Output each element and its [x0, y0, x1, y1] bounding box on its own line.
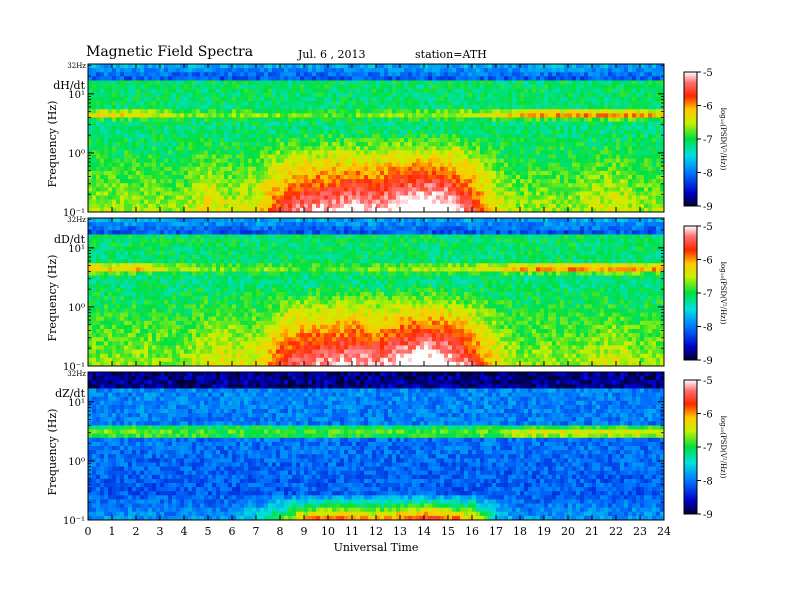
colorbar: -5 -6 -7 -8 -9 log₁₀(PSD(V²/Hz))	[683, 222, 727, 367]
x-tick-label: 6	[229, 525, 236, 538]
x-tick-label: 20	[561, 525, 575, 538]
x-tick-label: 9	[301, 525, 308, 538]
x-tick-label: 19	[537, 525, 551, 538]
x-tick-label: 11	[345, 525, 359, 538]
colorbar: -5 -6 -7 -8 -9 log₁₀(PSD(V²/Hz))	[683, 68, 727, 213]
colorbar-label: log₁₀(PSD(V²/Hz))	[719, 416, 727, 479]
y-tick-label: 10¹	[68, 244, 85, 255]
x-tick-label: 1	[109, 525, 116, 538]
colorbar-tick-label: -8	[703, 169, 713, 180]
x-tick-label: 18	[513, 525, 527, 538]
colorbar-tick-label: -7	[703, 443, 713, 454]
x-tick-label: 2	[133, 525, 140, 538]
x-tick-label: 4	[181, 525, 188, 538]
y-tick-label: 10⁰	[68, 303, 85, 314]
x-tick-label: 10	[321, 525, 335, 538]
colorbar: -5 -6 -7 -8 -9 log₁₀(PSD(V²/Hz))	[683, 376, 727, 521]
x-tick-label: 22	[609, 525, 623, 538]
y-axis: 10¹ 10⁰ 10⁻¹ 32Hz	[63, 216, 664, 373]
colorbar-tick-label: -5	[703, 68, 713, 79]
heatmap-cells	[88, 372, 665, 521]
y-tick-label: 10⁻¹	[63, 362, 85, 373]
chart-title: Magnetic Field Spectra	[86, 44, 254, 60]
colorbar-tick-label: -7	[703, 135, 713, 146]
y-top-label: 32Hz	[67, 216, 86, 224]
x-tick-label: 0	[85, 525, 92, 538]
y-tick-label: 10⁻¹	[63, 208, 85, 219]
x-tick-label: 24	[657, 525, 671, 538]
y-tick-label: 10¹	[68, 90, 85, 101]
heatmap-cells	[88, 64, 665, 213]
y-axis: 10¹ 10⁰ 10⁻¹ 32Hz	[63, 370, 664, 527]
y-tick-label: 10⁻¹	[63, 516, 85, 527]
y-tick-label: 10¹	[68, 398, 85, 409]
x-tick-label: 21	[585, 525, 599, 538]
x-tick-label: 23	[633, 525, 647, 538]
colorbar-tick-label: -9	[703, 510, 713, 521]
colorbar-tick-label: -8	[703, 477, 713, 488]
colorbar-tick-label: -6	[703, 410, 713, 421]
y-axis: 10¹ 10⁰ 10⁻¹ 32Hz	[63, 62, 664, 219]
y-tick-label: 10⁰	[68, 457, 85, 468]
y-axis-label: Frequency (Hz)	[46, 101, 59, 188]
x-tick-label: 12	[369, 525, 383, 538]
date-label: Jul. 6 , 2013	[298, 48, 366, 61]
panel-label: dD/dt	[54, 233, 86, 246]
colorbar-label: log₁₀(PSD(V²/Hz))	[719, 108, 727, 171]
colorbar-tick-label: -6	[703, 102, 713, 113]
colorbar-tick-label: -6	[703, 256, 713, 267]
colorbar-tick-label: -5	[703, 222, 713, 233]
colorbar-tick-label: -7	[703, 289, 713, 300]
x-tick-label: 14	[417, 525, 431, 538]
y-top-label: 32Hz	[67, 62, 86, 70]
y-axis-label: Frequency (Hz)	[46, 255, 59, 342]
heatmap-cells	[88, 218, 665, 367]
colorbar-tick-label: -9	[703, 356, 713, 367]
x-tick-label: 13	[393, 525, 407, 538]
y-top-label: 32Hz	[67, 370, 86, 378]
y-axis-label: Frequency (Hz)	[46, 409, 59, 496]
colorbar-tick-label: -8	[703, 323, 713, 334]
x-tick-label: 16	[465, 525, 479, 538]
x-tick-label: 5	[205, 525, 212, 538]
colorbar-tick-label: -9	[703, 202, 713, 213]
x-axis-label: Universal Time	[334, 541, 419, 554]
x-tick-label: 17	[489, 525, 503, 538]
y-tick-label: 10⁰	[68, 149, 85, 160]
colorbar-label: log₁₀(PSD(V²/Hz))	[719, 262, 727, 325]
x-tick-label: 8	[277, 525, 284, 538]
station-label: station=ATH	[415, 48, 487, 61]
colorbar-tick-label: -5	[703, 376, 713, 387]
panel-label: dH/dt	[53, 79, 85, 92]
x-tick-label: 15	[441, 525, 455, 538]
x-tick-label: 7	[253, 525, 260, 538]
panel-label: dZ/dt	[55, 387, 85, 400]
x-tick-label: 3	[157, 525, 164, 538]
